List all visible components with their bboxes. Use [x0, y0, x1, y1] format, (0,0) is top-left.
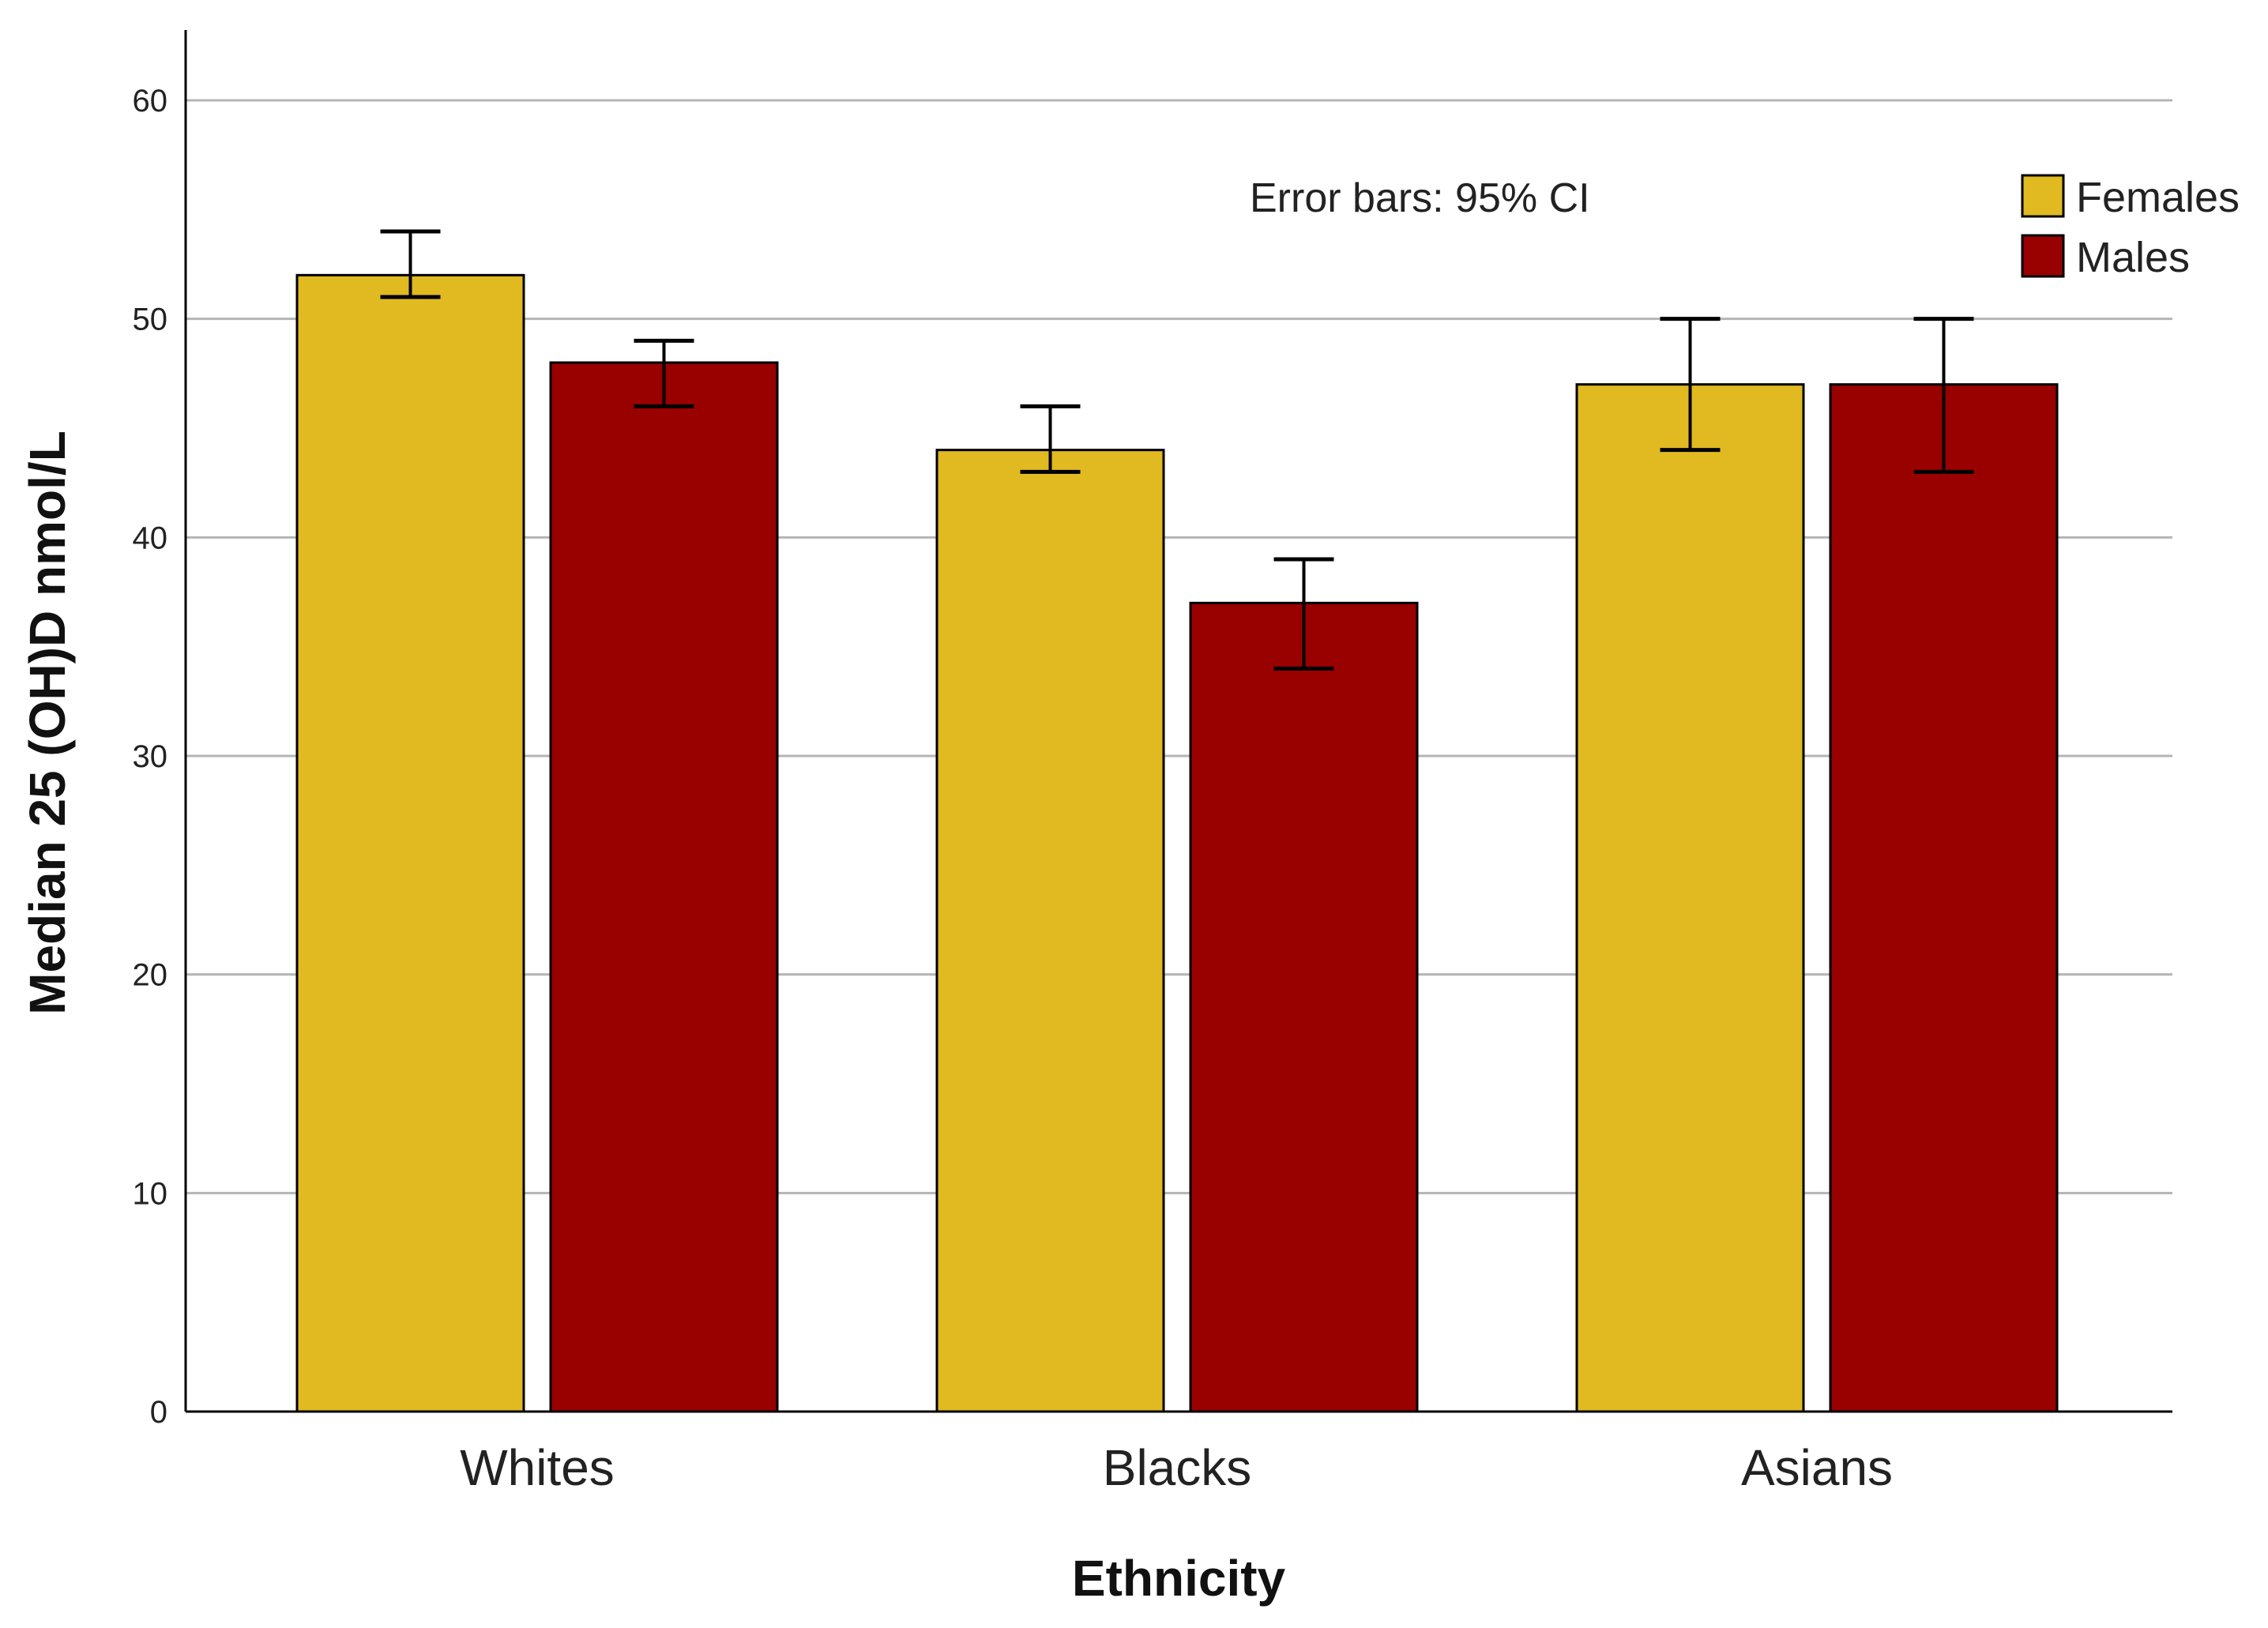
- legend-label: Females: [2076, 174, 2240, 221]
- x-axis-title: Ethnicity: [1072, 1550, 1286, 1607]
- error-bars: [380, 229, 1974, 671]
- bars: [295, 273, 2059, 1413]
- y-tick-labels: 0 10 20 30 40 50 60: [133, 84, 168, 1430]
- bar-males-blacks: [1189, 601, 1419, 1413]
- bar-males-asians: [1829, 383, 2059, 1413]
- legend-swatch: [2021, 174, 2065, 218]
- bar-females-blacks: [935, 449, 1165, 1413]
- legend-swatch: [2021, 234, 2065, 278]
- bar-females-whites: [295, 273, 525, 1413]
- axes: [184, 30, 2172, 1413]
- y-axis-title: Median 25 (OH)D nmol/L: [19, 430, 76, 1015]
- y-tick-label: 40: [133, 521, 168, 555]
- legend-label: Males: [2076, 234, 2190, 281]
- y-tick-label: 20: [133, 958, 168, 993]
- y-tick-label: 30: [133, 739, 168, 774]
- x-tick-label: Whites: [460, 1439, 615, 1496]
- error-bars-note: Error bars: 95% CI: [1250, 175, 1590, 221]
- bar-females-asians: [1575, 383, 1805, 1413]
- y-tick-label: 60: [133, 84, 168, 118]
- x-category-labels: Whites Blacks Asians: [460, 1439, 1893, 1496]
- x-tick-label: Blacks: [1103, 1439, 1252, 1496]
- bar-males-whites: [549, 361, 779, 1413]
- x-tick-label: Asians: [1741, 1439, 1893, 1496]
- legend: Females Males: [2021, 174, 2240, 281]
- y-tick-label: 10: [133, 1176, 168, 1211]
- y-tick-label: 50: [133, 303, 168, 337]
- y-tick-label: 0: [150, 1395, 167, 1430]
